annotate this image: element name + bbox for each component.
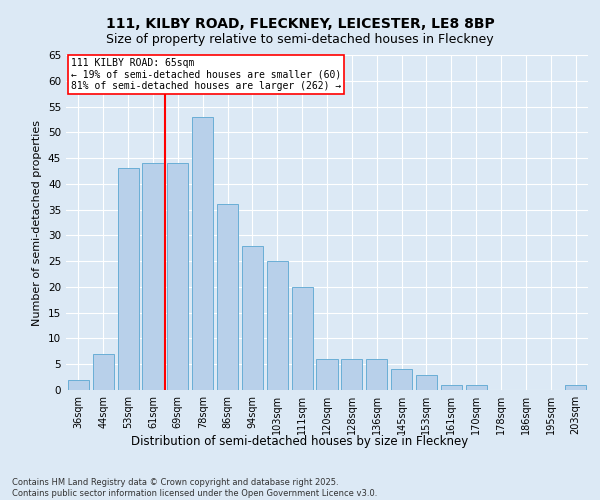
Bar (192, 117, 213, 390)
Bar (68, 380, 89, 390)
Bar (242, 246, 263, 390)
Y-axis label: Number of semi-detached properties: Number of semi-detached properties (32, 120, 43, 326)
Bar (466, 385, 487, 390)
Bar (565, 385, 586, 390)
Text: 111, KILBY ROAD, FLECKNEY, LEICESTER, LE8 8BP: 111, KILBY ROAD, FLECKNEY, LEICESTER, LE… (106, 18, 494, 32)
Bar (316, 359, 338, 390)
Bar (118, 168, 139, 390)
Text: 111 KILBY ROAD: 65sqm
← 19% of semi-detached houses are smaller (60)
81% of semi: 111 KILBY ROAD: 65sqm ← 19% of semi-deta… (71, 58, 341, 91)
Text: Contains HM Land Registry data © Crown copyright and database right 2025.
Contai: Contains HM Land Registry data © Crown c… (12, 478, 377, 498)
Bar (167, 163, 188, 390)
Text: Size of property relative to semi-detached houses in Fleckney: Size of property relative to semi-detach… (106, 32, 494, 46)
Bar (441, 385, 462, 390)
Bar (217, 204, 238, 390)
Bar (93, 354, 114, 390)
Bar (142, 163, 164, 390)
Bar (366, 359, 387, 390)
Bar (416, 374, 437, 390)
Bar (391, 370, 412, 390)
Bar (341, 359, 362, 390)
Bar (292, 287, 313, 390)
Text: Distribution of semi-detached houses by size in Fleckney: Distribution of semi-detached houses by … (131, 435, 469, 448)
Bar (267, 261, 288, 390)
